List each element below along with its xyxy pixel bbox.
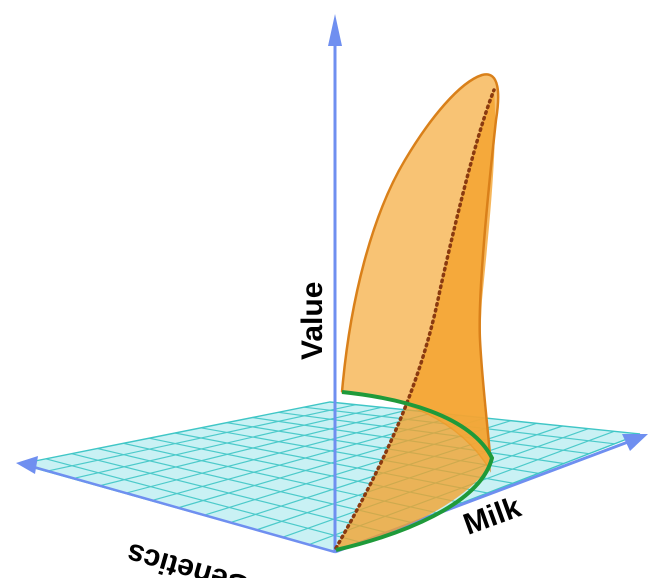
base-curve (335, 390, 495, 552)
surface-edge (340, 73, 500, 456)
grid-line (72, 406, 382, 480)
value-axis (328, 14, 342, 552)
dotted-ridge-curve (334, 88, 496, 550)
genetics-axis (16, 456, 336, 554)
grid-line (46, 404, 356, 472)
value-axis-label: Value (296, 282, 329, 360)
grid-plane (19, 401, 641, 553)
arrowhead-icon (328, 14, 342, 46)
genetics-axis-label: Genetics (123, 536, 254, 578)
surface-front-face (336, 90, 496, 548)
genetics-axis-line (29, 464, 336, 554)
arrowhead-icon (622, 434, 648, 451)
arrowhead-icon (16, 456, 38, 474)
